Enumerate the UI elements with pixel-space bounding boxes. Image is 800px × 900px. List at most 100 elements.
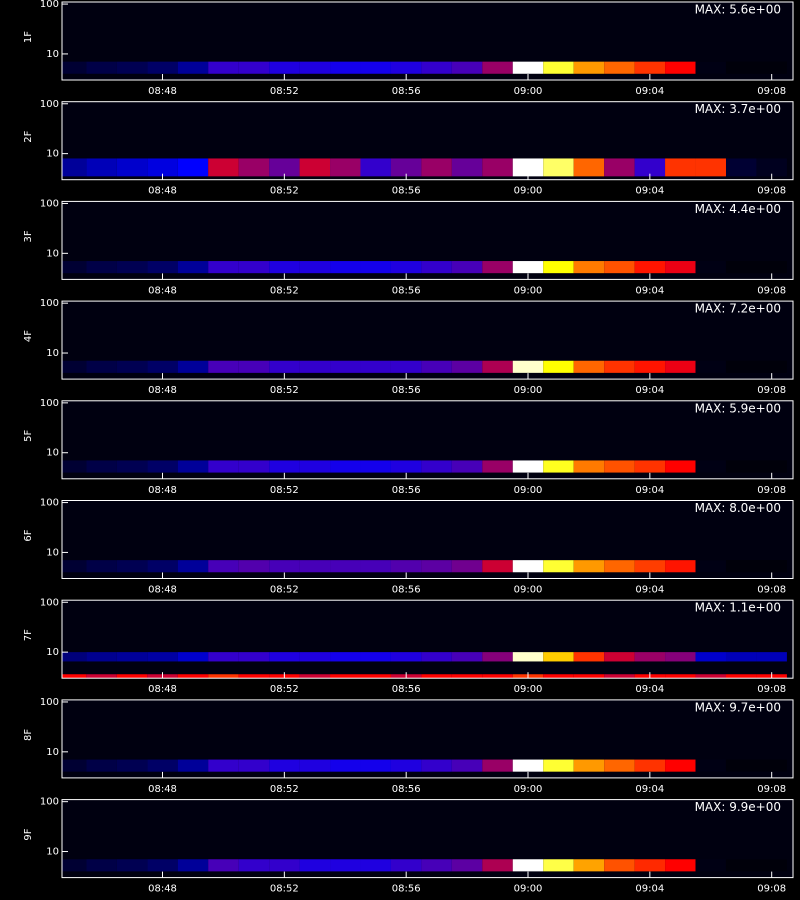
heat-cell: [512, 460, 544, 473]
heat-cell: [208, 759, 239, 772]
plot-frame: [61, 200, 794, 280]
heat-cell: [451, 859, 483, 872]
heat-cell: [208, 261, 239, 274]
heat-cell: [573, 674, 605, 679]
heat-cell: [86, 652, 117, 662]
heat-cell: [390, 158, 422, 177]
heat-cell: [665, 652, 696, 662]
heat-cell: [421, 158, 452, 177]
panel: 10 100 08:48 08:52 08:56 09:00 09:04 09:08 7F MAX…: [23, 597, 794, 695]
heat-cell: [390, 859, 422, 872]
y-axis-label: 8F: [23, 729, 34, 741]
heat-cell: [482, 261, 513, 274]
x-tick-label: 09:08: [757, 186, 786, 197]
heat-cell: [451, 460, 483, 473]
heat-cell: [147, 859, 178, 872]
heat-cell: [147, 158, 178, 177]
heat-cell: [573, 61, 605, 74]
y-tick-label: 10: [46, 348, 59, 359]
x-tick-label: 08:52: [270, 884, 299, 895]
heat-cell: [208, 674, 239, 679]
heat-cell: [390, 652, 422, 662]
heat-cell: [665, 360, 696, 373]
heat-cell: [177, 158, 209, 177]
heat-cell: [269, 460, 300, 473]
heat-cell: [695, 859, 726, 872]
heat-cell: [390, 360, 422, 373]
heat-cell: [421, 560, 452, 573]
heat-cell: [238, 460, 270, 473]
x-tick-label: 09:04: [635, 86, 664, 97]
heat-cell: [543, 674, 574, 679]
heat-cell: [543, 261, 574, 274]
heat-cell: [695, 261, 726, 274]
heat-cell: [269, 560, 300, 573]
heat-cell: [116, 652, 148, 662]
x-tick-label: 08:56: [392, 784, 421, 795]
heat-cell: [665, 460, 696, 473]
heat-cell: [665, 674, 696, 679]
heat-cell: [512, 652, 544, 662]
heat-cell: [360, 674, 391, 679]
heat-cell: [512, 61, 544, 74]
heat-cell: [62, 158, 87, 177]
y-axis-label: 1F: [23, 31, 34, 43]
x-tick-label: 08:56: [392, 884, 421, 895]
x-tick-label: 08:56: [392, 385, 421, 396]
max-label: MAX: 4.4e+00: [695, 202, 781, 216]
heat-cell: [390, 759, 422, 772]
heat-cell: [86, 61, 117, 74]
heat-cell: [573, 460, 605, 473]
plot-frame: [61, 400, 794, 480]
heat-cell: [116, 261, 148, 274]
x-tick-label: 09:00: [514, 86, 543, 97]
max-label: MAX: 3.7e+00: [695, 102, 781, 116]
x-tick-label: 09:08: [757, 86, 786, 97]
heat-cell: [116, 61, 148, 74]
heat-cell: [116, 360, 148, 373]
heat-cell: [543, 859, 574, 872]
x-tick-label: 08:52: [270, 186, 299, 197]
heat-cell: [86, 460, 117, 473]
heat-cell: [421, 61, 452, 74]
x-tick-label: 08:48: [148, 485, 177, 496]
y-axis-label: 7F: [23, 629, 34, 641]
x-tick-label: 09:00: [514, 485, 543, 496]
y-tick-label: 100: [40, 298, 59, 309]
heat-cell: [299, 674, 331, 679]
heat-cell: [756, 759, 787, 772]
heat-cell: [390, 560, 422, 573]
heat-cell: [756, 360, 787, 373]
plot-frame: [61, 500, 794, 579]
heat-cell: [725, 560, 757, 573]
heat-cell: [604, 560, 635, 573]
y-axis-label: 5F: [23, 430, 34, 442]
heat-cell: [208, 652, 239, 662]
heat-cell: [634, 560, 666, 573]
y-tick-label: 10: [46, 149, 59, 160]
heat-cell: [116, 859, 148, 872]
x-tick-label: 08:48: [148, 285, 177, 296]
heat-cell: [543, 460, 574, 473]
x-tick-label: 09:00: [514, 585, 543, 596]
x-tick-label: 09:04: [635, 285, 664, 296]
x-tick-label: 09:08: [757, 784, 786, 795]
heat-cell: [147, 61, 178, 74]
heat-cell: [86, 560, 117, 573]
heat-cell: [238, 759, 270, 772]
heat-cell: [330, 859, 361, 872]
x-tick-label: 08:52: [270, 86, 299, 97]
heat-cell: [512, 560, 544, 573]
heat-cell: [665, 158, 696, 177]
heat-cell: [62, 460, 87, 473]
heat-cell: [147, 652, 178, 662]
x-tick-label: 08:48: [148, 585, 177, 596]
x-tick-label: 09:08: [757, 485, 786, 496]
max-label: MAX: 9.9e+00: [695, 800, 781, 814]
heat-cell: [116, 158, 148, 177]
plot-frame: [61, 101, 794, 181]
heat-cell: [634, 460, 666, 473]
heat-cell: [330, 759, 361, 772]
heat-cell: [421, 460, 452, 473]
heat-cell: [62, 261, 87, 274]
